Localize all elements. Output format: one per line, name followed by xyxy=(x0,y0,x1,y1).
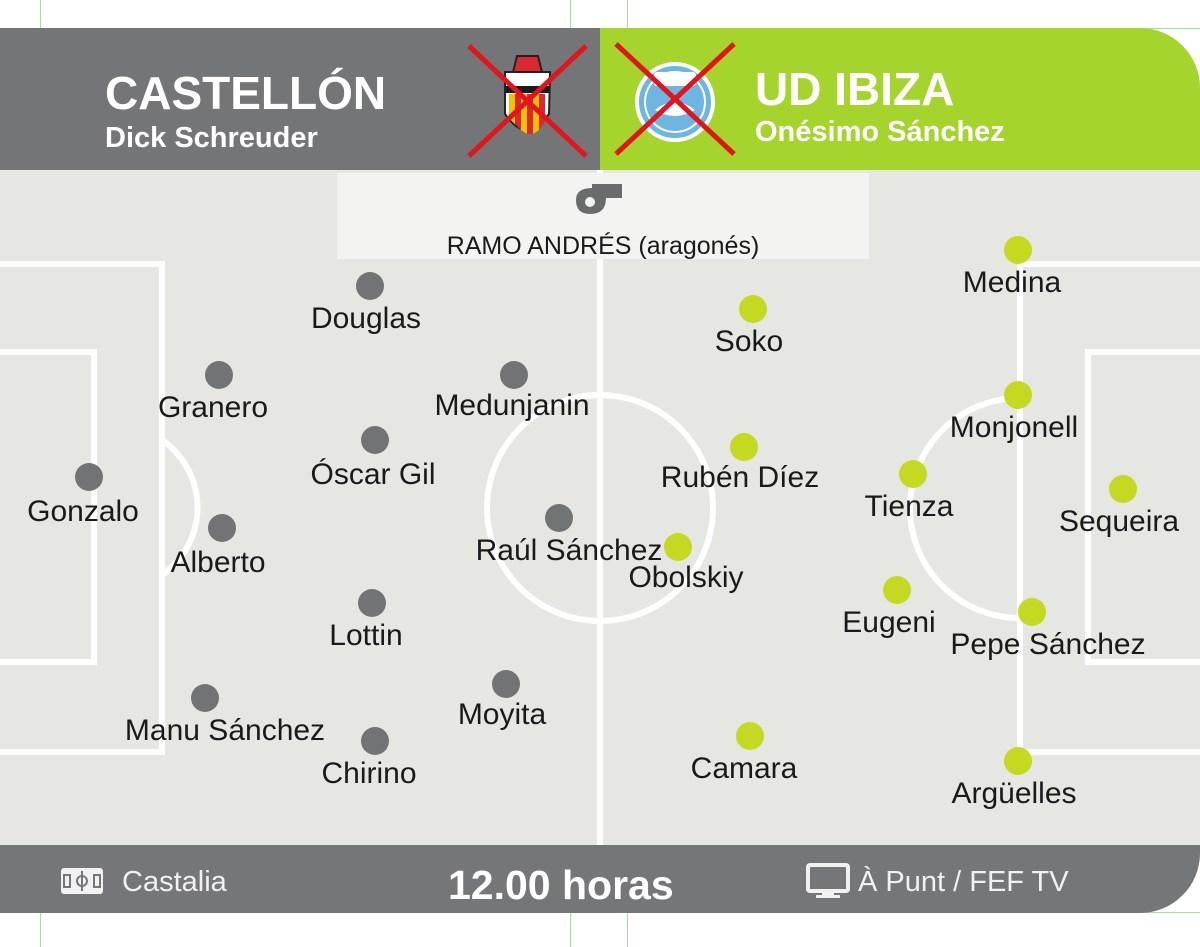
player-name: Lottin xyxy=(329,619,403,652)
player-marker xyxy=(361,426,389,454)
guide-line xyxy=(40,0,41,28)
player-name: Monjonell xyxy=(949,411,1079,444)
player-name: Alberto xyxy=(170,546,266,579)
guide-line xyxy=(570,0,571,28)
player-marker xyxy=(1004,236,1032,264)
player-marker xyxy=(75,463,103,491)
player-marker xyxy=(899,460,927,488)
player-name: Sequeira xyxy=(1058,505,1180,538)
player-marker xyxy=(356,272,384,300)
player-name: Douglas xyxy=(310,302,422,335)
player-marker xyxy=(361,727,389,755)
player-marker xyxy=(191,684,219,712)
player-marker xyxy=(1109,475,1137,503)
player-marker xyxy=(492,670,520,698)
home-header: CASTELLÓN Dick Schreuder xyxy=(0,28,600,170)
player-marker xyxy=(358,589,386,617)
away-coach: Onésimo Sánchez xyxy=(755,116,1005,148)
player-marker xyxy=(1018,598,1046,626)
guide-line xyxy=(627,0,628,28)
player-marker xyxy=(736,722,764,750)
player-name: Pepe Sánchez xyxy=(950,628,1146,661)
player-name: Eugeni xyxy=(842,606,936,639)
player-name: Argüelles xyxy=(951,777,1077,810)
player-name: Tienza xyxy=(864,490,954,523)
stadium-icon xyxy=(61,868,103,894)
kickoff-time: 12.00 horas xyxy=(448,862,674,908)
player-name: Granero xyxy=(157,391,269,424)
player-name: Rubén Díez xyxy=(660,461,820,494)
away-header: UD IBIZA Onésimo Sánchez xyxy=(600,28,1200,170)
football-pitch xyxy=(0,170,1200,845)
player-name: Manu Sánchez xyxy=(124,714,326,747)
player-name: Medina xyxy=(962,266,1062,299)
home-team-name: CASTELLÓN xyxy=(105,67,387,119)
player-name: Medunjanin xyxy=(434,389,590,422)
guide-line xyxy=(627,913,628,947)
player-marker xyxy=(1004,381,1032,409)
castellon-crest-icon xyxy=(467,44,588,158)
player-marker xyxy=(739,295,767,323)
home-coach: Dick Schreuder xyxy=(105,122,318,154)
player-name: Chirino xyxy=(321,757,417,790)
player-name: Raúl Sánchez xyxy=(475,534,663,567)
footer-bar xyxy=(0,845,1200,913)
player-marker xyxy=(1004,747,1032,775)
ibiza-crest-icon xyxy=(614,42,736,156)
match-card: CASTELLÓN Dick Schreuder UD IBIZA Onésim… xyxy=(0,28,1200,913)
stadium-name: Castalia xyxy=(122,866,227,898)
guide-line xyxy=(40,913,41,947)
player-marker xyxy=(730,433,758,461)
player-name: Obolskiy xyxy=(628,561,744,594)
tv-broadcast: À Punt / FEF TV xyxy=(858,866,1069,898)
player-marker xyxy=(883,576,911,604)
player-marker xyxy=(205,361,233,389)
away-team-name: UD IBIZA xyxy=(755,63,955,115)
player-name: Gonzalo xyxy=(27,495,139,528)
whistle-icon xyxy=(576,184,622,214)
player-marker xyxy=(208,514,236,542)
tv-icon xyxy=(806,863,850,898)
player-marker xyxy=(500,361,528,389)
player-marker xyxy=(664,533,692,561)
player-name: Camara xyxy=(690,752,798,785)
referee-name: RAMO ANDRÉS (aragonés) xyxy=(446,232,760,260)
player-name: Óscar Gil xyxy=(310,458,436,491)
player-name: Moyita xyxy=(457,698,547,731)
player-marker xyxy=(545,504,573,532)
guide-line xyxy=(570,913,571,947)
player-name: Soko xyxy=(714,325,784,358)
